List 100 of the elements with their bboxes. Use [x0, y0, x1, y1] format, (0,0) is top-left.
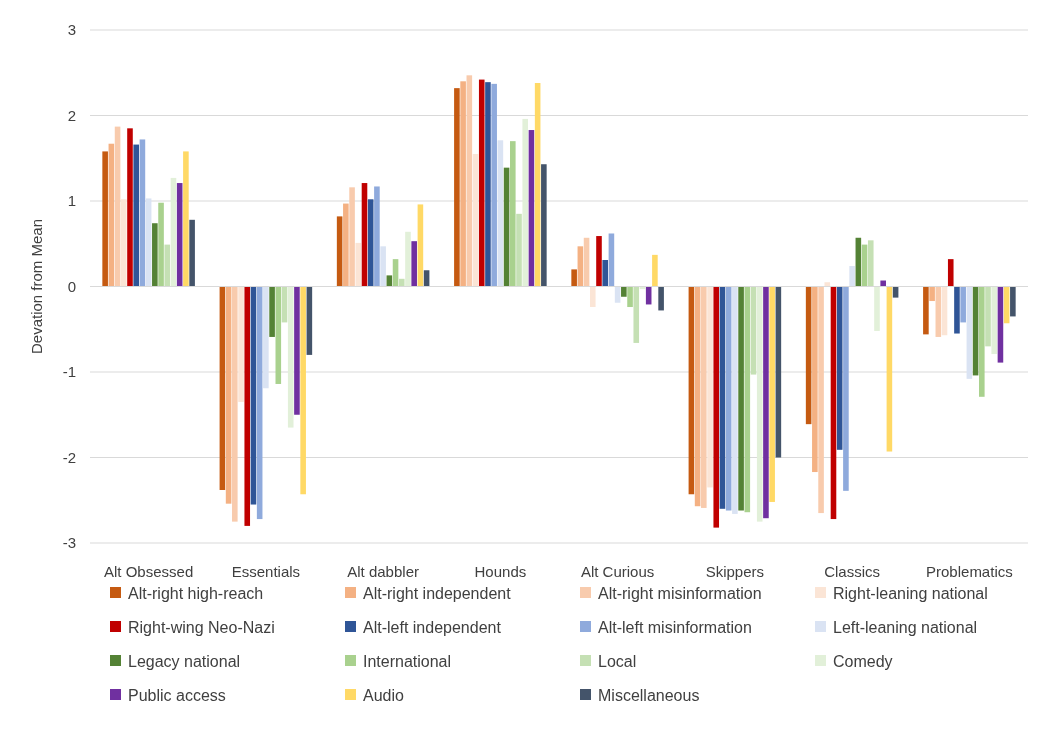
- bar: [454, 88, 460, 287]
- bar: [244, 286, 251, 526]
- bar: [164, 244, 171, 287]
- bar: [120, 199, 127, 287]
- bar: [824, 282, 831, 287]
- bar: [602, 260, 608, 287]
- bar: [867, 240, 874, 287]
- bar: [849, 265, 855, 287]
- bar: [954, 286, 960, 334]
- legend-label: Right-leaning national: [833, 584, 988, 602]
- bar: [300, 286, 306, 495]
- bar: [522, 118, 529, 287]
- bar: [374, 186, 380, 287]
- bar: [1010, 286, 1016, 317]
- bar: [701, 286, 707, 508]
- bar: [596, 236, 602, 287]
- legend-label: Alt-right independent: [363, 584, 512, 602]
- legend-label: Public access: [128, 686, 226, 704]
- legend-label: Alt-right misinformation: [598, 584, 762, 602]
- bar: [411, 241, 417, 287]
- bar: [263, 286, 269, 389]
- bar: [713, 286, 720, 528]
- bar: [738, 286, 744, 511]
- bar: [516, 213, 522, 287]
- bar: [818, 286, 824, 514]
- x-tick-label: Alt Obsessed: [104, 563, 194, 580]
- bar: [485, 82, 491, 287]
- y-tick-label: 3: [67, 21, 76, 39]
- bar: [152, 223, 158, 287]
- bar: [658, 286, 664, 311]
- bar: [380, 246, 386, 287]
- y-tick-label: -1: [62, 363, 76, 381]
- legend-label: Right-wing Neo-Nazi: [128, 618, 275, 636]
- bar: [405, 231, 411, 287]
- bar: [491, 83, 497, 287]
- bar: [269, 286, 275, 337]
- y-axis-title: Devation from Mean: [28, 218, 45, 355]
- x-tick-label: Alt dabbler: [347, 563, 419, 580]
- legend-label: International: [363, 652, 452, 670]
- x-tick-label: Essentials: [231, 563, 301, 580]
- bar: [923, 286, 929, 335]
- bar: [238, 286, 244, 402]
- bar: [608, 233, 615, 287]
- bar: [621, 286, 627, 297]
- bar: [541, 164, 547, 287]
- legend-label: Alt-left misinformation: [598, 618, 752, 636]
- bar: [398, 278, 405, 287]
- legend-label: Left-leaning national: [833, 618, 978, 636]
- bar: [991, 286, 998, 355]
- bar: [102, 151, 108, 287]
- bar: [929, 286, 935, 302]
- bar: [589, 286, 596, 308]
- bar: [343, 203, 349, 287]
- legend-label: Audio: [363, 686, 405, 704]
- bar: [355, 242, 362, 287]
- y-tick-label: -3: [62, 534, 76, 552]
- bar: [880, 280, 886, 287]
- bar: [232, 286, 238, 522]
- bar: [843, 286, 849, 491]
- bar: [183, 151, 189, 287]
- bar: [652, 254, 658, 287]
- bar: [763, 286, 769, 519]
- bar: [510, 141, 516, 287]
- bar: [812, 286, 818, 473]
- legend-label: Miscellaneous: [598, 686, 700, 704]
- legend-label: Local: [598, 652, 637, 670]
- x-tick-label: Alt Curious: [580, 563, 655, 580]
- y-tick-label: 1: [67, 192, 76, 210]
- bar: [633, 286, 640, 343]
- bar: [189, 219, 195, 287]
- bar: [294, 286, 300, 415]
- bar: [732, 286, 738, 514]
- bar: [287, 286, 294, 428]
- bar: [478, 79, 485, 287]
- bar: [979, 286, 985, 397]
- legend-label: Comedy: [833, 652, 893, 670]
- bar: [127, 128, 133, 287]
- bar: [769, 286, 775, 502]
- bar: [349, 187, 355, 287]
- bar: [627, 286, 633, 308]
- legend-label: Legacy national: [128, 652, 241, 670]
- y-tick-label: 0: [67, 277, 76, 295]
- legend-label: Alt-left independent: [363, 618, 502, 636]
- x-tick-label: Skippers: [705, 563, 765, 580]
- bar: [947, 259, 954, 287]
- bar: [707, 286, 713, 488]
- x-tick-label: Classics: [824, 563, 881, 580]
- bar: [460, 81, 466, 287]
- bar: [985, 286, 991, 347]
- bar: [874, 286, 880, 331]
- bar: [756, 286, 763, 522]
- x-tick-label: Hounds: [474, 563, 527, 580]
- bar: [571, 269, 577, 287]
- y-tick-label: -2: [62, 448, 76, 466]
- bar: [133, 144, 139, 287]
- x-tick-label: Problematics: [926, 563, 1013, 580]
- y-tick-label: 2: [67, 106, 76, 124]
- legend-label: Alt-right high-reach: [128, 584, 264, 602]
- bar: [960, 286, 966, 323]
- bar: [158, 202, 164, 287]
